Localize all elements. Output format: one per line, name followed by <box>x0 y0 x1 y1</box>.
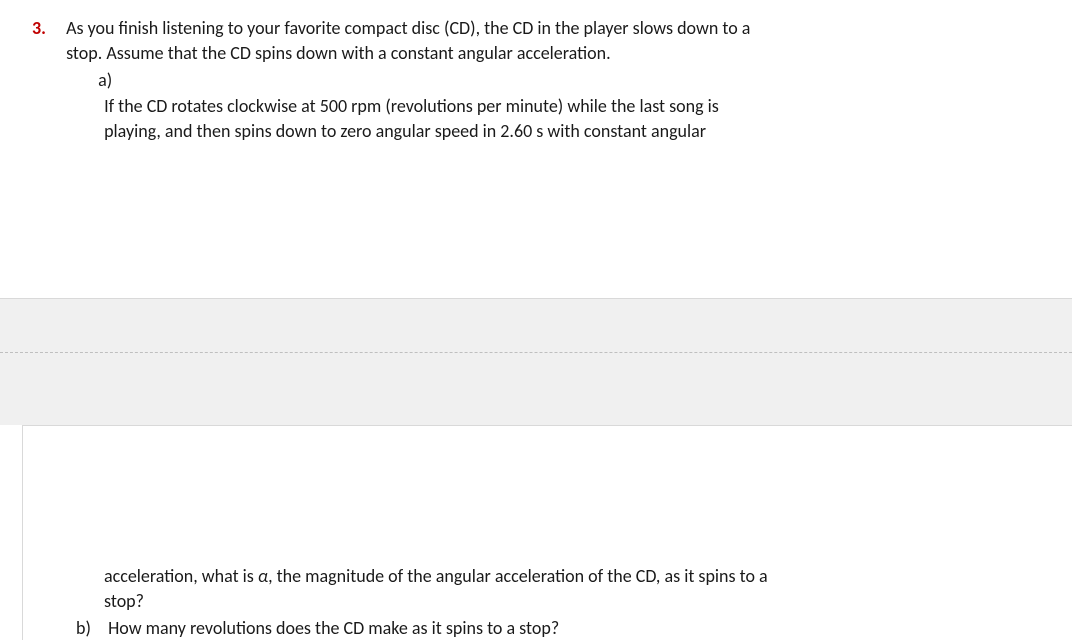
part-a-cont-line-2: stop? <box>104 590 144 612</box>
part-a-body-top: If the CD rotates clockwise at 500 rpm (… <box>98 94 1024 144</box>
part-a: a) If the CD rotates clockwise at 500 rp… <box>66 68 1036 144</box>
document-page: 3. As you finish listening to your favor… <box>0 0 1072 640</box>
part-a-letter: a) <box>98 68 120 93</box>
part-a-cont-suffix: , the magnitude of the angular accelerat… <box>268 565 768 587</box>
part-a-continuation: acceleration, what is α, the magnitude o… <box>104 564 1044 614</box>
page-gap-band <box>0 299 1072 425</box>
part-b-text: How many revolutions does the CD make as… <box>102 616 1028 640</box>
stem-line-2: stop. Assume that the CD spins down with… <box>66 42 611 64</box>
stem-line-1: As you finish listening to your favorite… <box>66 17 750 39</box>
page-break-indicator <box>0 352 1072 353</box>
problem-number: 3. <box>32 16 52 41</box>
problem-3-continuation: acceleration, what is α, the magnitude o… <box>104 564 1044 640</box>
part-a-line-2: playing, and then spins down to zero ang… <box>104 120 706 142</box>
part-b: b) How many revolutions does the CD make… <box>76 616 1044 640</box>
upper-page-panel: 3. As you finish listening to your favor… <box>0 0 1072 299</box>
problem-stem: As you finish listening to your favorite… <box>56 16 1036 144</box>
alpha-symbol: α <box>258 565 268 587</box>
problem-3: 3. As you finish listening to your favor… <box>32 16 1042 144</box>
part-b-letter: b) <box>76 616 98 640</box>
part-a-cont-prefix: acceleration, what is <box>104 565 258 587</box>
part-a-line-1: If the CD rotates clockwise at 500 rpm (… <box>104 95 719 117</box>
